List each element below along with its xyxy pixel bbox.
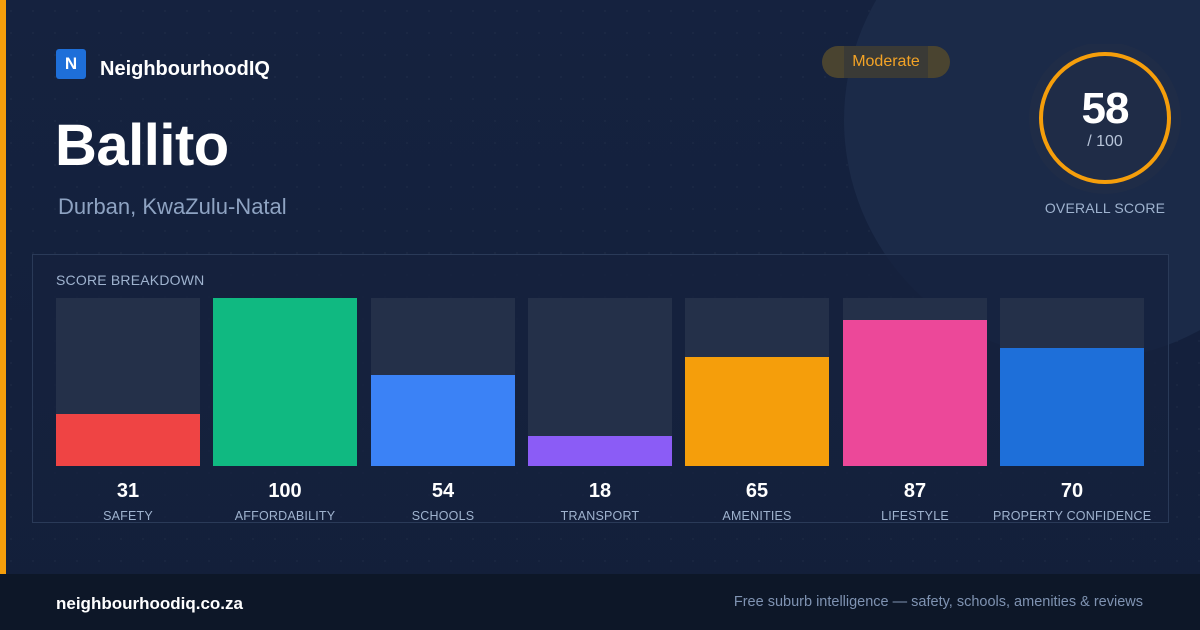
rating-badge-label: Moderate (852, 53, 920, 70)
gauge-ring-icon (1029, 44, 1181, 194)
overall-score-value: 58 (1081, 84, 1130, 133)
gauge-arc (1039, 52, 1171, 184)
accent-bar (0, 0, 6, 574)
suburb-title: Ballito (55, 113, 229, 178)
gauge-halo (1029, 44, 1181, 194)
footer-tagline: Free suburb intelligence — safety, schoo… (733, 594, 1143, 610)
suburb-location: Durban, KwaZulu-Natal (58, 194, 287, 219)
overall-score-max: / 100 (1087, 133, 1123, 150)
brand-logo-icon: N (56, 48, 86, 79)
rating-badge: Moderate (822, 46, 950, 78)
overall-score-label: OVERALL SCORE (1044, 200, 1166, 216)
score-breakdown-panel (32, 254, 1169, 523)
overall-score-gauge: 58 / 100 (1028, 44, 1182, 194)
brand[interactable]: N NeighbourhoodIQ (56, 46, 270, 81)
score-breakdown-title: SCORE BREAKDOWN (56, 272, 205, 288)
footer: neighbourhoodiq.co.za Free suburb intell… (0, 574, 1200, 630)
brand-name: NeighbourhoodIQ (100, 58, 270, 80)
footer-url[interactable]: neighbourhoodiq.co.za (56, 594, 243, 613)
